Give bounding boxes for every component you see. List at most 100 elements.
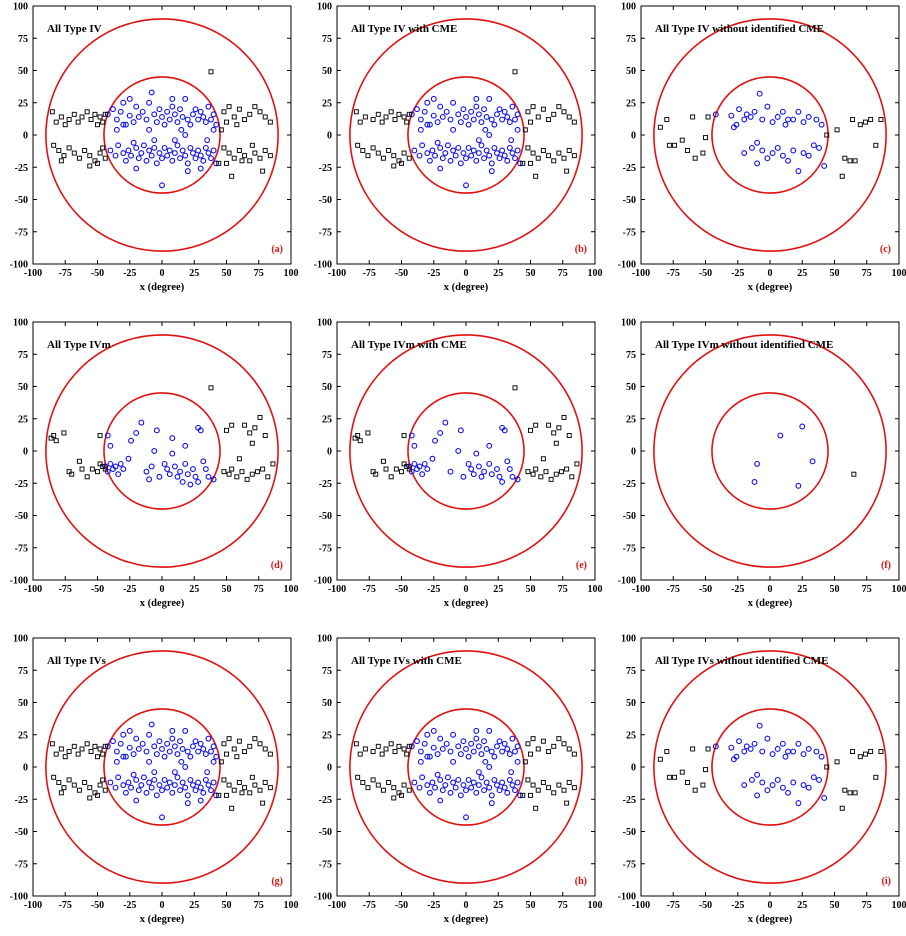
data-point-circle — [148, 463, 155, 470]
data-point-circle — [195, 147, 202, 154]
data-point-circle — [741, 782, 748, 789]
plot-frame — [336, 321, 596, 581]
x-tick-label: 75 — [862, 900, 872, 911]
data-point-square — [231, 155, 237, 161]
data-point-circle — [192, 473, 199, 480]
data-point-square — [97, 433, 103, 439]
data-point-square — [379, 119, 385, 125]
panel-c: -100 -75 -50 -25 0 25 50 75 100 100 75 50 25 0 -25 -50 -… — [618, 2, 906, 294]
data-point-circle — [120, 731, 127, 738]
data-point-square — [561, 741, 567, 747]
data-point-circle — [514, 743, 521, 750]
data-point-circle — [197, 740, 204, 747]
data-point-circle — [754, 160, 761, 167]
data-point-square — [666, 142, 672, 148]
x-axis-label: x (degree) — [444, 914, 489, 925]
x-tick-label: -75 — [363, 900, 376, 911]
data-point-square — [383, 746, 389, 752]
x-tick-label: -100 — [24, 900, 42, 911]
x-axis-label: x (degree) — [140, 914, 185, 925]
data-point-circle — [417, 116, 424, 123]
data-point-circle — [455, 776, 462, 783]
data-point-square — [868, 117, 874, 123]
data-point-circle — [408, 468, 415, 475]
boundary-circle — [711, 392, 829, 510]
data-point-square — [556, 425, 562, 431]
data-point-circle — [187, 121, 194, 128]
boundary-circle — [407, 708, 525, 826]
data-point-circle — [187, 144, 194, 151]
data-point-circle — [473, 735, 480, 742]
data-point-circle — [491, 144, 498, 151]
data-point-square — [406, 111, 412, 117]
data-point-circle — [514, 758, 521, 765]
data-point-square — [574, 461, 580, 467]
data-point-circle — [195, 116, 202, 123]
data-point-square — [553, 440, 559, 446]
x-tick-label: 0 — [160, 900, 165, 911]
boundary-circle — [45, 650, 279, 884]
x-tick-label: 25 — [797, 900, 807, 911]
x-tick-label: -50 — [395, 584, 408, 595]
data-point-circle — [450, 779, 457, 786]
data-point-circle — [171, 769, 178, 776]
data-point-circle — [166, 748, 173, 755]
data-point-circle — [743, 111, 750, 118]
y-tick-label: 25 — [626, 98, 636, 109]
data-point-circle — [501, 108, 508, 115]
y-tick-label: -25 — [319, 479, 332, 490]
data-point-square — [102, 111, 108, 117]
x-tick-label: 0 — [464, 900, 469, 911]
data-point-square — [216, 792, 222, 798]
data-point-square — [370, 145, 376, 151]
data-point-circle — [169, 157, 176, 164]
data-point-square — [878, 117, 884, 123]
data-point-circle — [153, 751, 160, 758]
data-point-circle — [759, 116, 766, 123]
data-point-circle — [208, 787, 214, 794]
data-point-square — [847, 790, 853, 796]
data-point-circle — [795, 800, 802, 807]
data-point-circle — [488, 168, 495, 175]
data-point-circle — [785, 748, 792, 755]
data-point-circle — [754, 139, 761, 146]
data-point-circle — [488, 116, 495, 123]
data-point-square — [839, 805, 845, 811]
data-point-circle — [208, 155, 214, 162]
data-point-circle — [455, 144, 462, 151]
data-point-square — [262, 147, 268, 153]
data-point-circle — [192, 106, 199, 113]
data-point-circle — [488, 800, 495, 807]
data-point-square — [700, 782, 706, 788]
data-point-square — [76, 458, 82, 464]
data-point-circle — [751, 108, 758, 115]
data-point-square — [224, 160, 229, 166]
data-point-circle — [442, 782, 449, 789]
data-point-square — [857, 754, 863, 760]
data-point-square — [703, 135, 708, 141]
data-point-circle — [481, 155, 488, 162]
data-point-circle — [195, 748, 202, 755]
data-point-square — [247, 430, 253, 436]
data-point-circle — [156, 473, 163, 480]
data-point-circle — [159, 787, 165, 794]
data-point-square — [355, 142, 361, 148]
data-point-circle — [486, 442, 493, 449]
data-point-circle — [769, 119, 776, 126]
data-point-circle — [174, 751, 181, 758]
data-point-circle — [135, 745, 142, 752]
data-point-square — [684, 779, 690, 785]
data-point-circle — [504, 458, 511, 465]
x-tick-label: 100 — [284, 268, 299, 279]
data-point-circle — [210, 743, 217, 750]
data-point-circle — [202, 144, 209, 151]
x-axis-label: x (degree) — [748, 598, 793, 609]
plot-frame — [640, 5, 900, 265]
data-point-circle — [156, 738, 163, 745]
data-point-square — [218, 759, 224, 765]
data-point-square — [242, 422, 248, 428]
y-tick-label: -50 — [319, 195, 332, 206]
data-point-circle — [437, 797, 444, 804]
data-point-circle — [210, 147, 217, 154]
data-point-circle — [452, 784, 459, 791]
